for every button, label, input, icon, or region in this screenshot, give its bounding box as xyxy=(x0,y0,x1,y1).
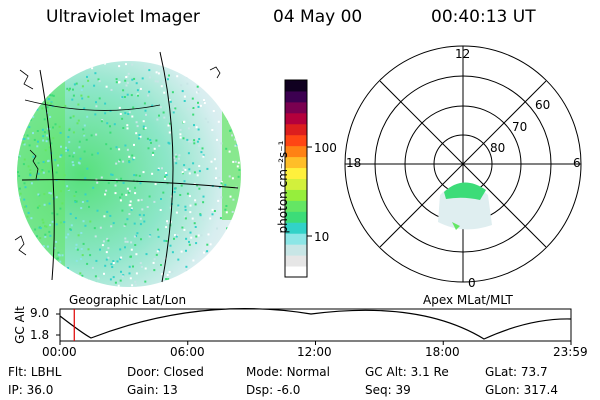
colorbar-segment xyxy=(285,200,307,212)
colorbar-segment xyxy=(285,167,307,179)
status-glat: GLat: 73.7 xyxy=(485,365,548,379)
colorbar-segment xyxy=(285,90,307,103)
colorbar-segment xyxy=(285,233,307,245)
colorbar-segment xyxy=(285,189,307,201)
colorbar-segment xyxy=(285,156,307,169)
aurora-oval xyxy=(438,182,492,230)
colorbar-segment xyxy=(285,266,307,278)
status-flt: Flt: LBHL xyxy=(8,365,62,379)
orbit-xtick-1800: 18:00 xyxy=(425,345,460,359)
status-gc-alt: GC Alt: 3.1 Re xyxy=(365,365,449,379)
orbit-xtick-0600: 06:00 xyxy=(170,345,205,359)
colorbar-segment xyxy=(285,211,307,223)
observation-time: 00:40:13 UT xyxy=(431,7,536,27)
coastline xyxy=(24,99,161,111)
orbit-ytick-9: 9.0 xyxy=(30,306,50,320)
status-dsp: Dsp: -6.0 xyxy=(246,383,301,397)
longitude-line xyxy=(39,69,55,281)
colorbar-segment xyxy=(285,222,307,234)
colorbar-frame xyxy=(284,79,308,278)
colorbar-segment xyxy=(285,244,307,256)
colorbar-tick-100: 100 xyxy=(314,141,337,155)
orbit-ytick-1.8: 1.8 xyxy=(30,328,50,342)
mlat-label-70: 70 xyxy=(512,120,528,134)
colorbar-segment xyxy=(285,255,307,267)
polar-panel-caption: Apex MLat/MLT xyxy=(423,293,513,307)
orbit-xtick-2359: 23:59 xyxy=(553,345,588,359)
colorbar-segment xyxy=(285,80,307,92)
orbit-xtick-1200: 12:00 xyxy=(297,345,332,359)
colorbar-segment xyxy=(285,112,307,125)
geo-panel-caption: Geographic Lat/Lon xyxy=(69,293,187,307)
orbit-ylabel: GC Alt xyxy=(12,306,27,344)
mlt-label-18: 18 xyxy=(346,156,362,170)
altitude-curve xyxy=(59,308,572,340)
status-gain: Gain: 13 xyxy=(127,383,178,397)
polar-meridian-diag xyxy=(379,80,547,248)
latitude-line xyxy=(21,179,239,189)
mlat-label-60: 60 xyxy=(535,98,551,112)
mlt-label-6: 6 xyxy=(573,156,581,170)
status-seq: Seq: 39 xyxy=(365,383,411,397)
orbit-xtick-0000: 00:00 xyxy=(42,345,77,359)
colorbar-segment xyxy=(285,134,307,147)
status-glon: GLon: 317.4 xyxy=(485,383,558,397)
status-mode: Mode: Normal xyxy=(246,365,330,379)
instrument-title: Ultraviolet Imager xyxy=(46,7,200,27)
coastline xyxy=(14,66,221,256)
colorbar-segment xyxy=(285,123,307,136)
mlat-label-80: 80 xyxy=(490,141,506,155)
colorbar-segment xyxy=(285,178,307,190)
status-ip: IP: 36.0 xyxy=(8,383,54,397)
colorbar-segment xyxy=(285,145,307,158)
longitude-line xyxy=(159,51,174,283)
observation-date: 04 May 00 xyxy=(273,7,363,27)
colorbar-segment xyxy=(285,101,307,114)
mlt-label-12: 12 xyxy=(455,47,471,61)
colorbar-tick-10: 10 xyxy=(314,230,330,244)
status-door: Door: Closed xyxy=(127,365,204,379)
mlt-label-0: 0 xyxy=(468,276,476,290)
